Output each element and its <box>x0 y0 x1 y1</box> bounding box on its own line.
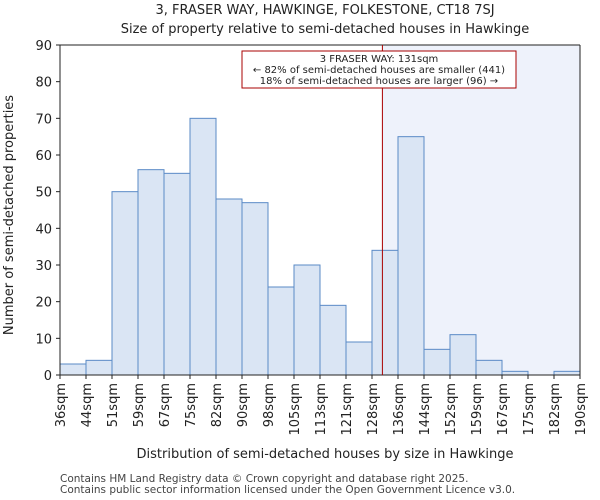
bar-167sqm <box>501 370 529 376</box>
bar-105sqm <box>293 264 321 376</box>
x-axis-label: Distribution of semi-detached houses by … <box>137 447 514 462</box>
x-tick-label: 44sqm <box>80 383 95 427</box>
bar-98sqm <box>267 286 295 376</box>
y-tick-label: 40 <box>35 222 52 237</box>
x-tick-label: 98sqm <box>262 383 277 427</box>
annotation-box <box>241 50 517 89</box>
y-axis-label: Number of semi-detached properties <box>2 95 17 335</box>
x-tick-label: 36sqm <box>54 383 69 427</box>
x-tick-label: 51sqm <box>106 383 121 427</box>
chart-subtitle: Size of property relative to semi-detach… <box>121 22 530 37</box>
bar-82sqm <box>215 198 243 376</box>
x-tick-label: 75sqm <box>184 383 199 427</box>
y-tick-label: 0 <box>44 369 52 384</box>
annotation-title: 3 FRASER WAY: 131sqm <box>320 54 439 65</box>
x-tick-label: 136sqm <box>392 383 407 436</box>
bar-121sqm <box>345 341 373 376</box>
x-tick-label: 59sqm <box>132 383 147 427</box>
x-tick-label: 167sqm <box>496 383 511 436</box>
x-tick-label: 82sqm <box>210 383 225 427</box>
y-tick-label: 20 <box>35 296 52 311</box>
bar-136sqm <box>397 136 425 376</box>
y-tick-label: 10 <box>35 332 52 347</box>
annotation-larger: 18% of semi-detached houses are larger (… <box>260 76 498 87</box>
x-tick-label: 182sqm <box>548 383 563 436</box>
bar-90sqm <box>241 202 269 376</box>
annotation-smaller: ← 82% of semi-detached houses are smalle… <box>253 65 505 76</box>
x-tick-label: 159sqm <box>470 383 485 436</box>
footer-credit-line-2: Contains public sector information licen… <box>60 484 516 496</box>
bar-113sqm <box>319 304 347 376</box>
x-tick-label: 121sqm <box>340 383 355 436</box>
x-tick-label: 190sqm <box>574 383 589 436</box>
x-tick-label: 113sqm <box>314 383 329 436</box>
bar-152sqm <box>449 334 477 376</box>
y-tick-label: 90 <box>35 39 52 54</box>
bar-159sqm <box>475 359 503 376</box>
y-tick-label: 80 <box>35 76 52 91</box>
footer-credit-line-1: Contains HM Land Registry data © Crown c… <box>60 473 469 485</box>
bar-144sqm <box>423 348 451 376</box>
bar-59sqm <box>137 169 165 376</box>
bar-128sqm <box>371 249 399 376</box>
x-tick-label: 105sqm <box>288 383 303 436</box>
bar-44sqm <box>85 359 113 376</box>
y-tick-label: 30 <box>35 259 52 274</box>
bar-182sqm <box>553 370 581 376</box>
x-tick-label: 144sqm <box>418 383 433 436</box>
plot-area: 0 10 20 30 40 50 60 70 80 90 36sqm 44sqm 51sqm 59sqm 6… <box>35 39 589 436</box>
y-tick-label: 70 <box>35 112 52 127</box>
x-tick-label: 90sqm <box>236 383 251 427</box>
bar-67sqm <box>163 172 191 376</box>
x-tick-label: 128sqm <box>366 383 381 436</box>
bar-75sqm <box>189 117 217 376</box>
x-tick-label: 152sqm <box>444 383 459 436</box>
y-tick-label: 50 <box>35 186 52 201</box>
bar-36sqm <box>59 363 87 376</box>
x-tick-label: 175sqm <box>522 383 537 436</box>
y-tick-label: 60 <box>35 149 52 164</box>
bar-51sqm <box>111 191 139 376</box>
x-tick-label: 67sqm <box>158 383 173 427</box>
chart-title: 3, FRASER WAY, HAWKINGE, FOLKESTONE, CT1… <box>155 3 494 18</box>
